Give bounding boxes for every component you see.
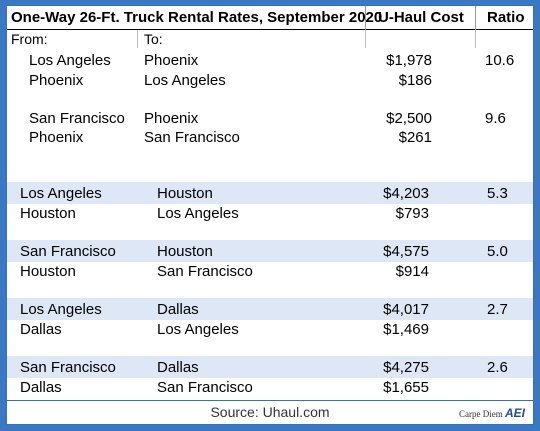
to-cell: Houston xyxy=(157,185,213,202)
to-cell: Houston xyxy=(157,243,213,260)
table-row: Dallas San Francisco $1,655 xyxy=(7,376,533,398)
from-cell: Dallas xyxy=(20,321,62,338)
cost-cell: $4,203 xyxy=(383,185,429,202)
to-cell: Dallas xyxy=(157,301,199,318)
table-row: Los Angeles Dallas $4,017 2.7 xyxy=(7,298,533,320)
cost-cell: $4,017 xyxy=(383,301,429,318)
to-cell: Los Angeles xyxy=(157,205,239,222)
to-cell: Los Angeles xyxy=(144,72,226,89)
column-subheader: From: To: xyxy=(7,30,533,48)
table-row: Phoenix San Francisco $261 xyxy=(7,126,533,148)
from-cell: Los Angeles xyxy=(20,185,102,202)
aei-logo: AEI xyxy=(504,406,525,420)
from-cell: Phoenix xyxy=(29,72,84,89)
from-cell: Los Angeles xyxy=(29,52,111,69)
table-row: Phoenix Los Angeles $186 xyxy=(7,69,533,91)
to-cell: Phoenix xyxy=(144,110,199,127)
from-cell: San Francisco xyxy=(29,110,125,127)
table-row: Dallas Los Angeles $1,469 xyxy=(7,318,533,340)
table-row: Los Angeles Phoenix $1,978 10.6 xyxy=(7,49,533,71)
ratio-cell: 5.0 xyxy=(487,243,508,260)
to-cell: Dallas xyxy=(157,359,199,376)
to-cell: San Francisco xyxy=(144,129,240,146)
table-row: Houston San Francisco $914 xyxy=(7,260,533,282)
to-cell: San Francisco xyxy=(157,263,253,280)
cost-cell: $2,500 xyxy=(386,110,432,127)
header-divider xyxy=(365,6,366,30)
table-row: San Francisco Phoenix $2,500 9.6 xyxy=(7,107,533,129)
ratio-cell: 9.6 xyxy=(485,110,506,127)
cost-cell: $186 xyxy=(398,72,432,89)
ratio-column-header: Ratio xyxy=(487,9,525,26)
rates-table: One-Way 26-Ft. Truck Rental Rates, Septe… xyxy=(6,5,534,401)
header-divider xyxy=(475,6,476,30)
cost-cell: $1,978 xyxy=(386,52,432,69)
ratio-cell: 10.6 xyxy=(485,52,515,69)
cost-cell: $4,575 xyxy=(383,243,429,260)
cost-cell: $4,275 xyxy=(383,359,429,376)
from-cell: Houston xyxy=(20,263,76,280)
to-cell: Phoenix xyxy=(144,52,199,69)
from-cell: San Francisco xyxy=(20,243,116,260)
to-header: To: xyxy=(144,31,163,47)
from-cell: Dallas xyxy=(20,379,62,396)
to-cell: San Francisco xyxy=(157,379,253,396)
source-note: Source: Uhaul.com xyxy=(210,404,330,420)
table-title: One-Way 26-Ft. Truck Rental Rates, Septe… xyxy=(11,9,383,26)
cost-cell: $261 xyxy=(398,129,432,146)
subheader-divider xyxy=(475,30,476,48)
footer: Source: Uhaul.com Carpe Diem AEI xyxy=(6,401,534,425)
table-row: Los Angeles Houston $4,203 5.3 xyxy=(7,182,533,204)
subheader-divider xyxy=(365,30,366,48)
brand-logo: Carpe Diem AEI xyxy=(459,406,525,420)
ratio-cell: 2.6 xyxy=(487,359,508,376)
cost-cell: $1,655 xyxy=(383,379,429,396)
from-cell: Los Angeles xyxy=(20,301,102,318)
cost-column-header: U-Haul Cost xyxy=(378,9,464,26)
from-header: From: xyxy=(11,31,48,47)
from-cell: Phoenix xyxy=(29,129,84,146)
table-header: One-Way 26-Ft. Truck Rental Rates, Septe… xyxy=(7,6,533,30)
cost-cell: $1,469 xyxy=(383,321,429,338)
from-cell: Houston xyxy=(20,205,76,222)
to-cell: Los Angeles xyxy=(157,321,239,338)
from-cell: San Francisco xyxy=(20,359,116,376)
ratio-cell: 2.7 xyxy=(487,301,508,318)
table-row: San Francisco Dallas $4,275 2.6 xyxy=(7,356,533,378)
subheader-divider xyxy=(137,30,138,48)
table-row: Houston Los Angeles $793 xyxy=(7,202,533,224)
cost-cell: $914 xyxy=(395,263,429,280)
table-row: San Francisco Houston $4,575 5.0 xyxy=(7,240,533,262)
brand-text: Carpe Diem xyxy=(459,409,503,419)
cost-cell: $793 xyxy=(395,205,429,222)
ratio-cell: 5.3 xyxy=(487,185,508,202)
